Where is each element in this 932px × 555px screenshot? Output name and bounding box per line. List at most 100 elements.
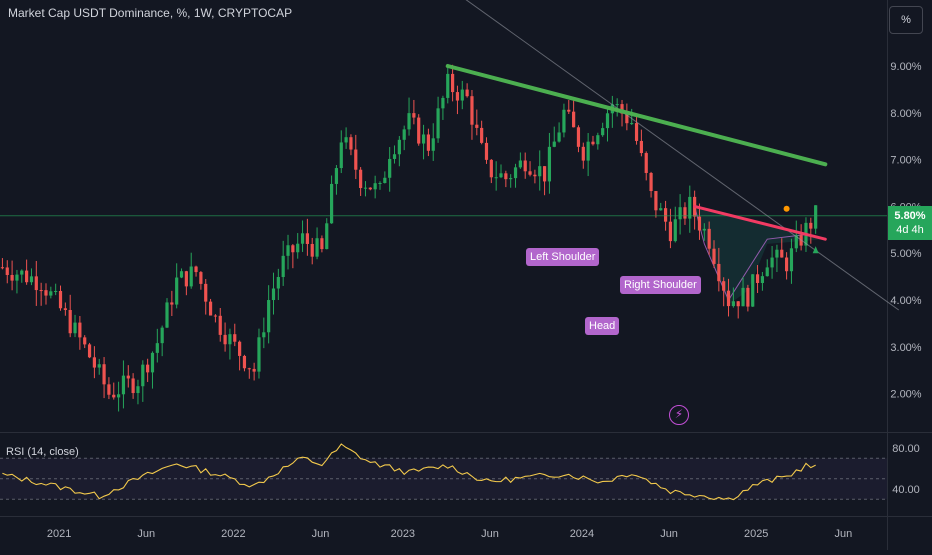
candle-body (431, 138, 435, 151)
candle-body (480, 127, 484, 143)
candle-body (189, 266, 193, 287)
candle-body (402, 129, 406, 140)
candle-body (194, 266, 198, 273)
candle-body (446, 73, 450, 98)
lightning-bolt-icon[interactable]: ⚡ (669, 405, 689, 425)
time-tick-label: 2022 (221, 528, 245, 540)
candle-body (29, 276, 34, 283)
rsi-indicator-label[interactable]: RSI (14, close) (6, 446, 79, 458)
candle-body (102, 364, 106, 385)
candle-body (596, 135, 600, 145)
candle-body (451, 73, 455, 93)
candle-body (242, 355, 247, 369)
candle-body (794, 235, 798, 249)
candle-body (591, 141, 595, 145)
candle-body (300, 233, 305, 244)
candle-body (668, 221, 673, 242)
candle-body (320, 238, 324, 250)
candle-body (228, 334, 232, 345)
resistance-line (445, 64, 828, 167)
candle-body (547, 146, 552, 182)
candle-body (436, 108, 440, 139)
price-tick-label: 9.00% (890, 61, 921, 73)
candle-body (412, 113, 416, 118)
candle-body (305, 233, 309, 244)
candle-body (814, 205, 818, 229)
candle-body (10, 274, 14, 281)
candle-body (121, 375, 126, 395)
candle-body (465, 89, 469, 97)
candle-body (494, 177, 498, 179)
price-tick-label: 7.00% (890, 155, 921, 167)
candle-body (726, 290, 731, 307)
candle-body (54, 290, 58, 292)
candle-body (83, 337, 87, 345)
neckline (693, 204, 827, 241)
candle-body (354, 149, 358, 170)
candle-body (184, 271, 188, 287)
candle-body (731, 301, 735, 307)
candle-body (34, 276, 38, 291)
candle-body (378, 182, 382, 184)
candle-body (586, 141, 590, 161)
candle-body (276, 277, 280, 289)
candle-body (809, 222, 813, 229)
last-price-badge: 5.80% 4d 4h (888, 206, 932, 240)
candle-body (310, 243, 314, 257)
candle-body (426, 134, 430, 151)
candle-body (542, 166, 547, 182)
candle-body (736, 301, 740, 307)
candle-body (165, 302, 169, 328)
candle-body (112, 394, 116, 398)
right-shoulder-label: Right Shoulder (620, 276, 701, 294)
candle-body (499, 173, 503, 178)
left-shoulder-label: Left Shoulder (526, 248, 600, 266)
last-price-value: 5.80% (894, 210, 926, 222)
candle-body (44, 290, 48, 296)
candle-body (291, 245, 295, 253)
candle-body (257, 337, 261, 372)
candle-body (329, 183, 334, 224)
unit-toggle-button[interactable]: % (889, 6, 923, 34)
candle-body (87, 344, 92, 358)
candle-body (223, 334, 227, 345)
candle-body (634, 123, 639, 141)
candle-body (262, 332, 266, 338)
time-tick-label: 2025 (744, 528, 768, 540)
candle-body (639, 140, 643, 154)
candle-body (697, 216, 702, 231)
candle-body (344, 137, 348, 143)
candle-body (770, 257, 774, 268)
bar-countdown: 4d 4h (896, 224, 924, 236)
candle-body (5, 267, 9, 275)
candle-body (271, 288, 276, 301)
candle-body (15, 274, 19, 281)
candle-body (789, 248, 794, 272)
candle-body (605, 113, 610, 129)
long-trendline (465, 0, 900, 311)
candle-body (388, 158, 392, 178)
candle-body (576, 127, 581, 147)
candle-body (179, 271, 184, 278)
candle-body (421, 134, 426, 144)
price-tick-label: 8.00% (890, 108, 921, 120)
candle-body (751, 274, 755, 307)
candle-body (620, 104, 624, 114)
candle-body (315, 238, 319, 257)
price-tick-label: 5.00% (890, 248, 921, 260)
candle-body (107, 384, 111, 395)
time-tick-label: Jun (481, 528, 499, 540)
rsi-line (2, 443, 816, 501)
candle-body (460, 89, 464, 101)
candle-body (39, 290, 43, 292)
candle-body (146, 364, 150, 373)
candle-body (238, 341, 242, 356)
candle-body (552, 141, 556, 147)
candle-body (334, 168, 339, 184)
candle-body (281, 255, 285, 278)
candle-body (746, 287, 750, 307)
candle-body (78, 322, 82, 338)
candle-body (702, 228, 706, 231)
